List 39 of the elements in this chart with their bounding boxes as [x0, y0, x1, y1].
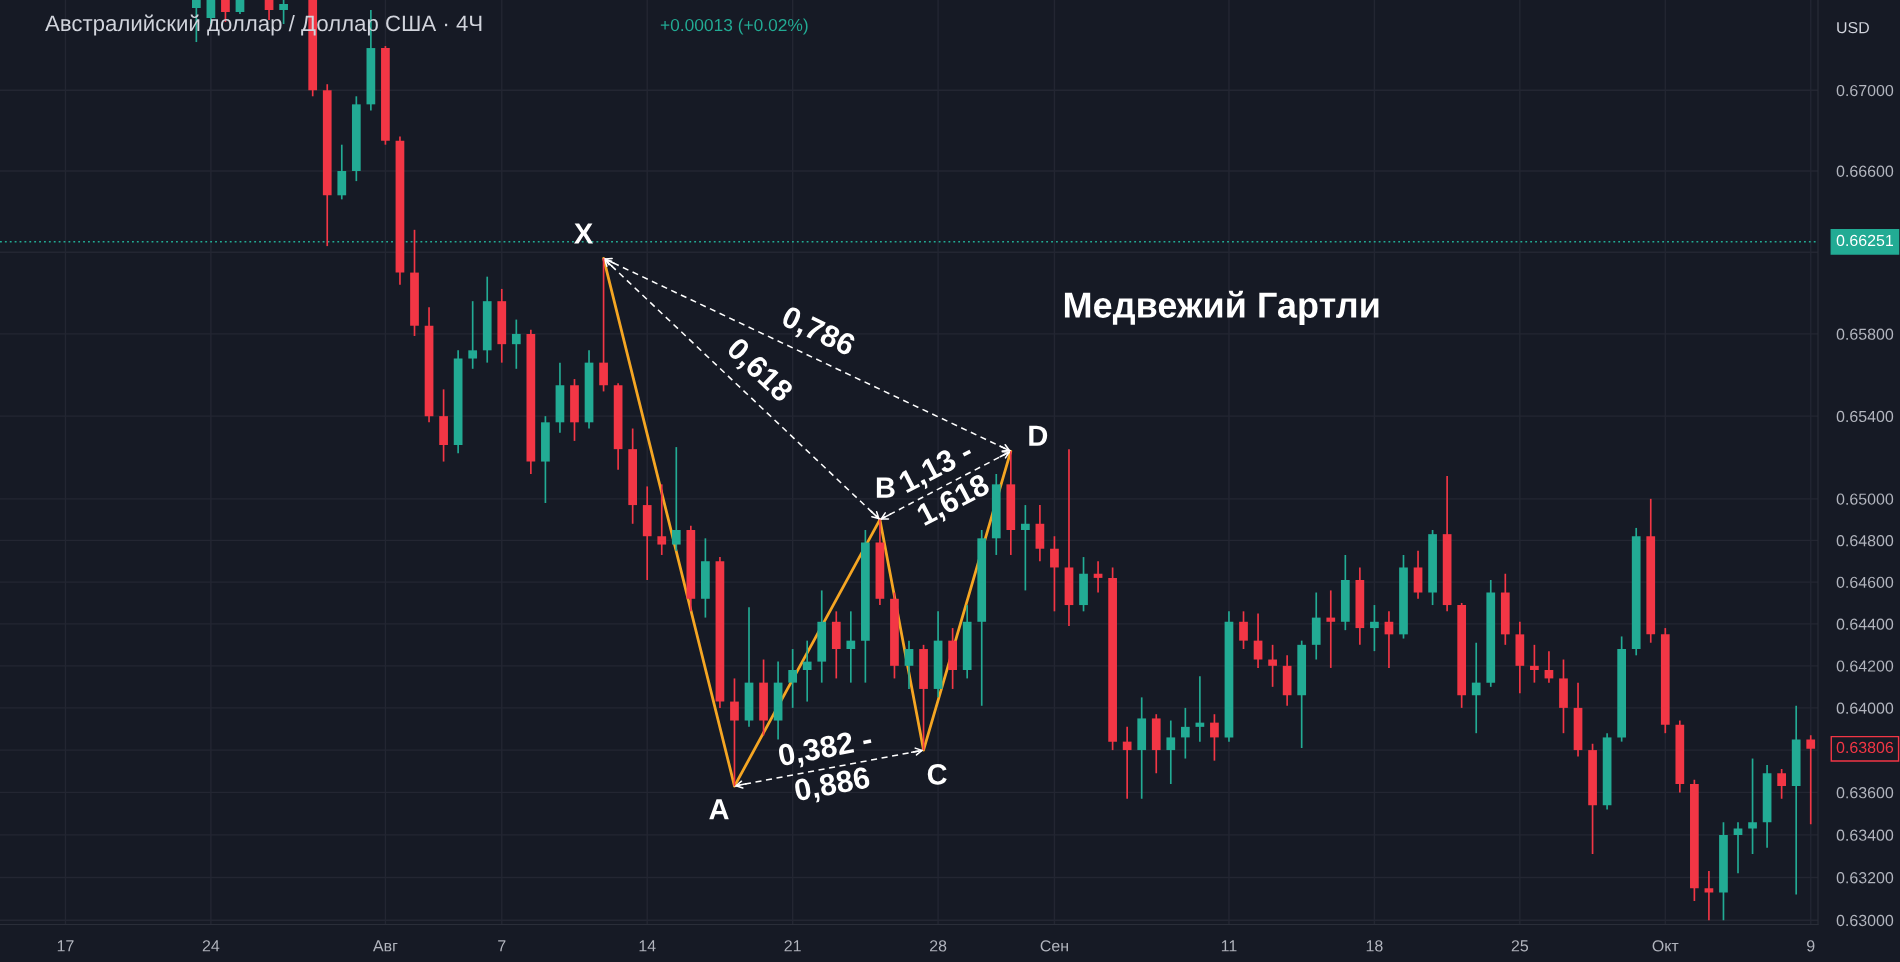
x-tick-label: Сен: [1040, 940, 1068, 952]
x-tick-label: 18: [1366, 940, 1383, 952]
x-tick-label: Окт: [1652, 940, 1679, 952]
x-tick-label: 14: [639, 940, 656, 952]
data-label: D: [1029, 425, 1048, 446]
y-tick-label: 0.66600: [1836, 165, 1894, 177]
y-tick-label: 0.64600: [1836, 576, 1894, 589]
x-tick-label: Авг: [372, 940, 398, 952]
y-tick-label: 0.65800: [1836, 328, 1894, 340]
x-tick-label: 24: [202, 940, 220, 952]
x-tick-label: 28: [930, 940, 947, 952]
text: +0.00013 (+0.02%): [660, 18, 808, 35]
x-tick-label: 9: [1807, 940, 1815, 952]
data-label: B: [876, 477, 895, 498]
y-tick-label: 0.64800: [1836, 535, 1894, 547]
text: 0.63806: [1836, 741, 1894, 754]
x-tick-label: 25: [1511, 940, 1529, 952]
y-tick-label: 0.65400: [1836, 410, 1894, 423]
x-tick-label: 17: [57, 940, 74, 952]
text: 1,13 - 1,618: [897, 439, 993, 530]
text: 0,382 - 0,886: [777, 727, 874, 806]
ref-line-label: 0.66251: [1836, 234, 1894, 247]
x-tick-label: 21: [784, 940, 801, 952]
y-tick-label: 0.64400: [1836, 618, 1894, 630]
y-axis-title: USD: [1837, 21, 1869, 34]
y-tick-label: 0.63600: [1836, 787, 1894, 799]
y-tick-label: 0.64200: [1836, 660, 1894, 672]
y-tick-label: 0.67000: [1836, 84, 1894, 97]
y-tick-label: 0.65000: [1836, 493, 1894, 505]
annotation: Медвежий Гартли: [1064, 290, 1379, 326]
y-tick-label: 0.63200: [1836, 872, 1894, 884]
x-tick-label: 7: [498, 940, 506, 952]
x-tick-label: 11: [1221, 940, 1237, 952]
y-tick-label: 0.63000: [1836, 914, 1894, 927]
data-label: X: [574, 223, 594, 244]
y-tick-label: 0.64000: [1836, 702, 1894, 714]
data-label: A: [709, 799, 729, 820]
data-label: C: [927, 764, 947, 785]
y-tick-label: 0.63400: [1836, 829, 1894, 841]
